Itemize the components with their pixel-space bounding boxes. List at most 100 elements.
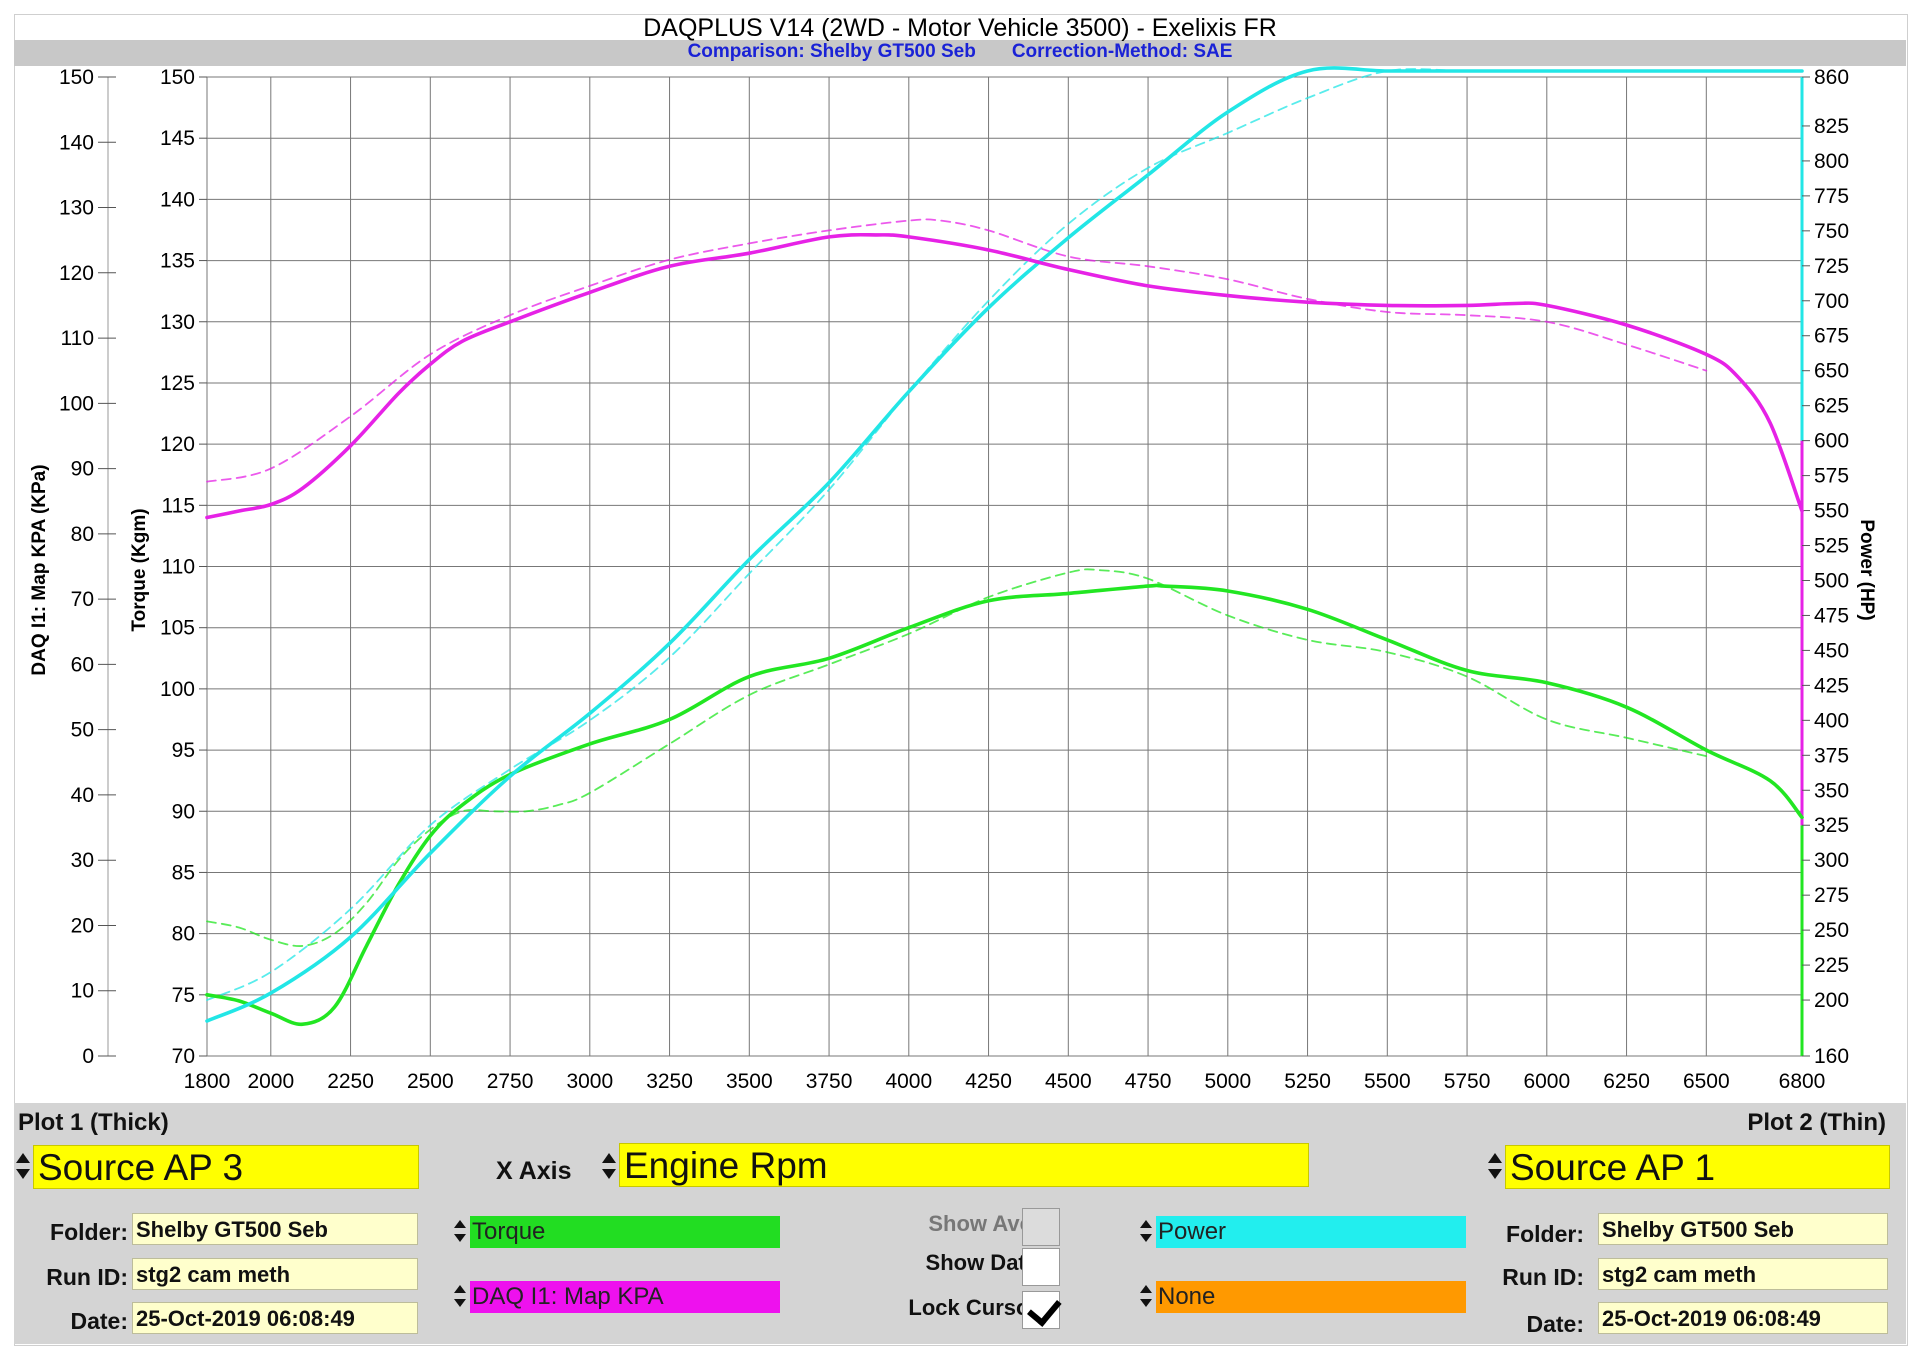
power-tick-label: 425: [1814, 674, 1849, 697]
power-tick-label: 250: [1814, 919, 1849, 942]
plot2-date-field[interactable]: 25-Oct-2019 06:08:49: [1598, 1302, 1888, 1334]
power-tick-label: 575: [1814, 465, 1849, 488]
channel2-select[interactable]: DAQ I1: Map KPA: [470, 1281, 780, 1313]
power-plot1-line: [205, 66, 1804, 1023]
dyno-chart[interactable]: 1800 2000 2250 2500 2750 3000 3250 3500 3750 4000…: [0, 0, 1920, 1100]
power-tick-label: 525: [1814, 535, 1849, 558]
xaxis-label: X Axis: [496, 1157, 572, 1185]
xaxis-select[interactable]: Engine Rpm: [619, 1143, 1309, 1187]
kpa-tick-label: 100: [59, 392, 94, 415]
x-tick-label: 5250: [1284, 1070, 1331, 1093]
plot1-folder-field[interactable]: Shelby GT500 Seb: [132, 1213, 418, 1245]
power-tick-label: 675: [1814, 325, 1849, 348]
plot1-source-select[interactable]: Source AP 3: [33, 1145, 419, 1189]
power-tick-label: 550: [1814, 500, 1849, 523]
torque-tick-label: 75: [172, 984, 195, 1007]
kpa-plot1-line: [205, 232, 1804, 520]
torque-tick-label: 70: [172, 1045, 195, 1068]
power-tick-label: 800: [1814, 150, 1849, 173]
channel1-spinner[interactable]: [452, 1218, 470, 1248]
channel4-select[interactable]: None: [1156, 1281, 1466, 1313]
torque-tick-label: 100: [160, 678, 195, 701]
torque-tick-label: 130: [160, 311, 195, 334]
x-tick-label: 4750: [1125, 1070, 1172, 1093]
power-tick-label: 350: [1814, 779, 1849, 802]
power-tick-label: 750: [1814, 220, 1849, 243]
kpa-tick-label: 150: [59, 66, 94, 89]
power-tick-label: 160: [1814, 1045, 1849, 1068]
kpa-tick-label: 90: [71, 458, 94, 481]
torque-tick-label: 125: [160, 372, 195, 395]
plot2-date-label: Date:: [1526, 1311, 1584, 1337]
torque-tick-label: 85: [172, 861, 195, 884]
lock-cursor-checkbox[interactable]: [1022, 1291, 1062, 1329]
chart-frame: [14, 14, 1908, 1346]
x-tick-label: 4500: [1045, 1070, 1092, 1093]
plot1-folder-label: Folder:: [50, 1219, 128, 1245]
channel2-spinner[interactable]: [452, 1283, 470, 1313]
torque-tick-label: 110: [162, 556, 195, 579]
chart-title: DAQPLUS V14 (2WD - Motor Vehicle 3500) -…: [643, 14, 1277, 42]
plot2-runid-label: Run ID:: [1502, 1264, 1584, 1290]
kpa-tick-label: 30: [71, 849, 94, 872]
correction-label: Correction-Method: SAE: [1011, 41, 1233, 62]
channel3-select[interactable]: Power: [1156, 1216, 1466, 1248]
power-tick-label: 860: [1814, 66, 1849, 89]
torque-tick-label: 105: [160, 617, 195, 640]
channel4-spinner[interactable]: [1138, 1283, 1156, 1313]
plot1-source-spinner[interactable]: [14, 1147, 32, 1187]
torque-tick-label: 115: [162, 494, 195, 517]
plot1-label: Plot 1 (Thick): [18, 1109, 169, 1136]
power-tick-label: 650: [1814, 360, 1849, 383]
plot2-folder-field[interactable]: Shelby GT500 Seb: [1598, 1213, 1888, 1245]
x-tick-label: 2000: [247, 1070, 294, 1093]
show-data-checkbox[interactable]: [1022, 1248, 1060, 1286]
power-plot2-line: [206, 68, 1708, 1001]
plot1-runid-label: Run ID:: [46, 1264, 128, 1290]
show-data-label: Show Data: [925, 1250, 1038, 1275]
channel3-spinner[interactable]: [1138, 1218, 1156, 1248]
kpa-axis-title: DAQ I1: Map KPA (KPa): [29, 464, 50, 676]
plot2-source-spinner[interactable]: [1486, 1147, 1504, 1187]
power-tick-label: 200: [1814, 989, 1849, 1012]
channel1-select[interactable]: Torque: [470, 1216, 780, 1248]
kpa-tick-label: 130: [59, 197, 94, 220]
power-tick-label: 625: [1814, 395, 1849, 418]
x-tick-label: 3250: [646, 1070, 693, 1093]
checkmark-icon: [1027, 1291, 1062, 1327]
kpa-tick-label: 120: [59, 262, 94, 285]
kpa-tick-label: 80: [71, 523, 94, 546]
torque-tick-label: 80: [172, 923, 195, 946]
x-tick-label: 5500: [1364, 1070, 1411, 1093]
power-tick-label: 400: [1814, 709, 1849, 732]
power-tick-label: 225: [1814, 954, 1849, 977]
kpa-tick-label: 110: [61, 327, 94, 350]
plot1-date-field[interactable]: 25-Oct-2019 06:08:49: [132, 1302, 418, 1334]
kpa-plot2-line: [206, 218, 1708, 483]
torque-tick-label: 145: [160, 127, 195, 150]
power-axis-title: Power (HP): [1856, 519, 1877, 621]
plot2-folder-label: Folder:: [1506, 1221, 1584, 1247]
plot2-runid-field[interactable]: stg2 cam meth: [1598, 1258, 1888, 1290]
x-tick-label: 4000: [885, 1070, 932, 1093]
plot2-source-select[interactable]: Source AP 1: [1505, 1145, 1890, 1189]
power-tick-label: 825: [1814, 115, 1849, 138]
xaxis-spinner[interactable]: [600, 1147, 618, 1187]
power-tick-label: 775: [1814, 185, 1849, 208]
x-tick-label: 1800: [184, 1070, 231, 1093]
plot1-date-label: Date:: [70, 1308, 128, 1334]
subtitle-bar: [14, 40, 1906, 66]
power-tick-label: 725: [1814, 255, 1849, 278]
x-tick-label: 6500: [1683, 1070, 1730, 1093]
x-tick-label: 5750: [1444, 1070, 1491, 1093]
kpa-tick-label: 10: [71, 980, 94, 1003]
power-tick-label: 375: [1814, 744, 1849, 767]
power-tick-label: 300: [1814, 849, 1849, 872]
torque-tick-label: 120: [160, 433, 195, 456]
plot1-runid-field[interactable]: stg2 cam meth: [132, 1258, 418, 1290]
kpa-tick-label: 140: [59, 131, 94, 154]
show-ave-checkbox[interactable]: [1022, 1208, 1060, 1246]
kpa-tick-label: 0: [82, 1045, 94, 1068]
power-tick-label: 450: [1814, 639, 1849, 662]
show-ave-label: Show Ave.: [928, 1211, 1038, 1236]
